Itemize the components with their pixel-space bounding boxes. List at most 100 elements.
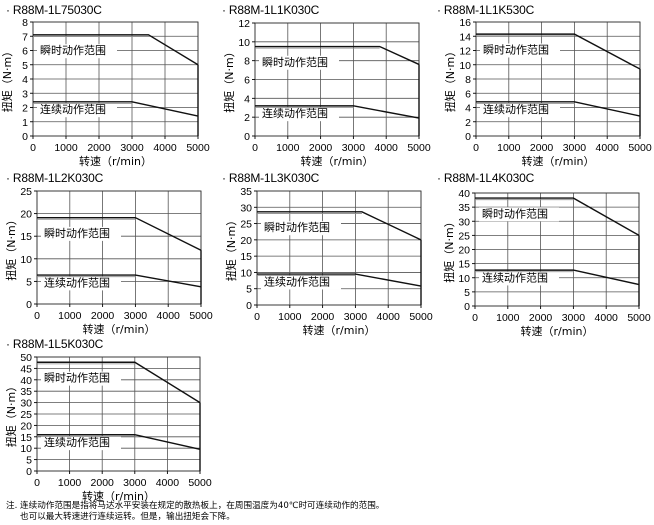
x-tick-label: 0 [34,310,40,322]
y-tick-label: 10 [20,443,32,455]
x-tick-label: 5000 [188,477,212,489]
y-tick-label: 40 [458,188,470,200]
instantaneous-torque-line [37,216,202,251]
x-tick-label: 2000 [91,310,115,322]
y-tick-label: 40 [20,375,32,387]
chart-title: · R88M-1L4K030C [437,171,535,185]
x-tick-label: 0 [252,142,258,154]
y-tick-label: 25 [20,409,32,421]
x-tick-label: 3000 [120,142,144,154]
y-tick-label: 15 [458,259,470,271]
chart-title: · R88M-1L1K030C [222,3,320,17]
footnote-line-2: 也可以最大转速进行连续运转。但是，输出扭矩会下降。 [20,512,235,522]
x-tick-label: 1000 [58,477,82,489]
y-tick-label: 0 [26,466,32,478]
y-tick-label: 10 [238,37,250,49]
x-tick-label: 3000 [562,312,586,324]
chart-title: · R88M-1L1K530C [437,3,535,17]
plot-frame [256,190,422,306]
y-axis-label: 扭矩（N·m） [443,46,457,112]
y-axis-label: 扭矩（N·m） [222,46,236,112]
y-tick-label: 6 [22,46,28,58]
continuous-torque-line [33,101,199,117]
x-tick-label: 0 [254,311,260,323]
continuous-range-label: 连续动作范围 [40,102,106,116]
y-tick-label: 4 [244,93,250,105]
y-tick-label: 1 [22,117,28,129]
continuous-torque-line [475,269,640,286]
x-tick-label: 2000 [91,477,115,489]
y-tick-label: 6 [465,88,471,100]
x-tick-label: 1000 [58,310,82,322]
continuous-range-label: 连续动作范围 [482,270,548,284]
x-axis-label: 转速（r/min） [83,322,156,336]
y-tick-label: 20 [240,235,252,247]
y-tick-label: 25 [458,230,470,242]
y-tick-label: 35 [240,186,252,198]
y-tick-label: 6 [244,75,250,87]
y-tick-label: 15 [20,432,32,444]
x-tick-label: 3000 [563,142,587,154]
y-tick-label: 25 [240,219,252,231]
x-tick-label: 1000 [496,312,520,324]
continuous-range-label: 连续动作范围 [262,106,328,120]
y-tick-label: 8 [244,56,250,68]
y-tick-label: 0 [246,300,252,312]
instantaneous-torque-line [475,197,640,236]
x-tick-label: 4000 [156,477,180,489]
x-tick-label: 2000 [311,311,335,323]
y-tick-label: 30 [240,202,252,214]
x-tick-label: 3000 [123,477,147,489]
x-tick-label: 4000 [153,142,177,154]
y-tick-label: 5 [464,287,470,299]
footnote: 注. 连续动作范围是指将马达水平安装在规定的散热板上，在周围温度为40℃时可连续… [6,501,384,523]
y-tick-label: 0 [244,131,250,143]
y-axis-label: 扭矩（N·m） [4,381,18,447]
y-tick-label: 12 [238,18,250,30]
plot-frame [474,192,640,307]
x-tick-label: 5000 [409,311,433,323]
y-axis-label: 扭矩（N·m） [4,214,18,280]
x-tick-label: 0 [34,477,40,489]
plot-frame [254,22,420,137]
y-axis-label: 扭矩（N·m） [442,216,456,282]
chart-title: · R88M-1L75030C [6,3,102,17]
x-tick-label: 5000 [628,142,652,154]
x-axis-label: 转速（r/min） [301,154,374,168]
x-axis-label: 转速（r/min） [522,154,595,168]
y-tick-label: 16 [459,17,471,29]
x-tick-label: 0 [30,142,36,154]
x-tick-label: 3000 [344,311,368,323]
continuous-range-label: 连续动作范围 [483,102,549,116]
continuous-torque-line [37,274,202,288]
x-tick-label: 5000 [627,312,651,324]
y-tick-label: 3 [22,88,28,100]
y-tick-label: 15 [20,231,32,243]
continuous-range-label: 连续动作范围 [44,275,110,289]
x-tick-label: 2000 [529,312,553,324]
instantaneous-range-label: 瞬时动作范围 [262,55,328,69]
y-axis-label: 扭矩（N·m） [224,215,238,281]
x-tick-label: 5000 [186,142,210,154]
y-tick-label: 20 [20,209,32,221]
plot-frame [36,190,202,305]
continuous-torque-line [257,273,422,287]
continuous-torque-line [476,101,641,117]
y-tick-label: 0 [22,131,28,143]
y-tick-label: 35 [20,386,32,398]
plot-frame [475,21,641,137]
y-tick-label: 15 [240,251,252,263]
y-tick-label: 8 [22,17,28,29]
x-tick-label: 4000 [595,312,619,324]
plot-frame [36,356,201,472]
instantaneous-torque-line [37,361,201,404]
continuous-torque-line [255,105,420,119]
y-tick-label: 25 [20,186,32,198]
y-tick-label: 2 [22,103,28,115]
x-tick-label: 4000 [157,310,181,322]
